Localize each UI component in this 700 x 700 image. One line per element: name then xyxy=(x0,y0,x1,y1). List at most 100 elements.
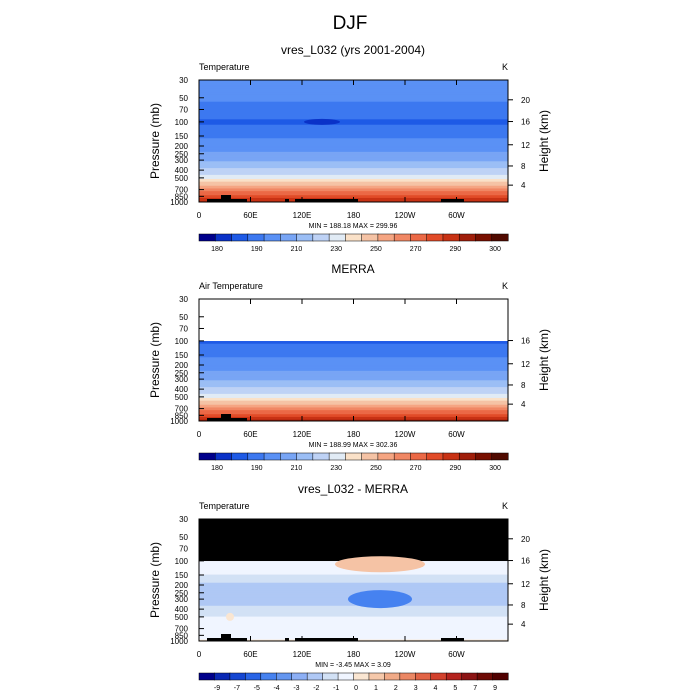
y2-tick-label: 12 xyxy=(521,580,530,589)
field-band xyxy=(199,195,508,198)
colorbar-swatch xyxy=(345,233,363,242)
field-band xyxy=(199,404,508,407)
y2-tick-label: 4 xyxy=(521,620,526,629)
x-tick-label: 60E xyxy=(243,650,257,659)
cold-core-blob xyxy=(304,118,340,125)
field-band xyxy=(199,376,508,379)
colorbar-label: -7 xyxy=(234,685,240,692)
field-band xyxy=(199,400,508,403)
colorbar-swatch xyxy=(476,672,494,681)
field-band xyxy=(199,571,508,574)
field-band xyxy=(199,411,508,414)
colorbar-label: -3 xyxy=(293,685,299,692)
y2-tick-label: 8 xyxy=(521,601,526,610)
y2-tick-label: 4 xyxy=(521,181,526,190)
y-tick-label: 200 xyxy=(175,581,189,590)
field-band xyxy=(199,378,508,381)
y2-axis-title: Height (km) xyxy=(537,110,551,172)
colorbar-swatch xyxy=(475,233,493,242)
y-tick-label: 1000 xyxy=(170,417,188,426)
field-band xyxy=(199,334,508,337)
field-band xyxy=(199,612,508,615)
field-band xyxy=(199,369,508,372)
field-band xyxy=(199,345,508,348)
terrain-block xyxy=(285,199,289,202)
field-band xyxy=(199,173,508,176)
field-band xyxy=(199,623,508,626)
field-band xyxy=(199,115,508,118)
field-band xyxy=(199,536,508,539)
field-band xyxy=(199,354,508,357)
panels: vres_L032 (yrs 2001-2004) Temperature K 0 60… xyxy=(148,43,551,692)
y2-tick-label: 8 xyxy=(521,162,526,171)
x-tick-label: 60E xyxy=(243,430,257,439)
field-band xyxy=(199,616,508,619)
y2-tick-label: 16 xyxy=(521,557,530,566)
y-tick-label: 30 xyxy=(179,515,188,524)
colorbar-swatch xyxy=(492,672,509,681)
colorbar-swatch xyxy=(458,452,477,461)
field-band xyxy=(199,113,508,116)
field-band xyxy=(199,181,508,184)
colorbar-swatch xyxy=(328,233,346,242)
colorbar-label: 270 xyxy=(410,246,422,253)
field-band xyxy=(199,525,508,528)
field-band xyxy=(199,130,508,133)
colorbar-swatch xyxy=(442,233,460,242)
x-tick-label: 180 xyxy=(347,650,361,659)
panel-left-label: Temperature xyxy=(199,501,250,511)
y2-tick-label: 20 xyxy=(521,96,530,105)
field-band xyxy=(199,108,508,111)
x-tick-label: 120W xyxy=(395,650,416,659)
field-band xyxy=(199,351,508,354)
field-band xyxy=(199,105,508,108)
field-band xyxy=(199,327,508,330)
field-band xyxy=(199,316,508,319)
colorbar-label: 1 xyxy=(374,685,378,692)
field-band xyxy=(199,154,508,157)
field-band xyxy=(199,335,508,338)
field-band xyxy=(199,626,508,629)
field-band xyxy=(199,150,508,153)
terrain-block xyxy=(295,199,358,202)
field-band xyxy=(199,617,508,620)
field-band xyxy=(199,88,508,91)
field-band xyxy=(199,158,508,161)
field-band xyxy=(199,303,508,306)
field-band xyxy=(199,628,508,631)
field-band xyxy=(199,141,508,143)
field-band xyxy=(199,533,508,536)
field-band xyxy=(199,343,508,346)
x-tick-label: 60W xyxy=(448,211,465,220)
y-tick-label: 50 xyxy=(179,533,188,542)
field-band xyxy=(199,162,508,165)
field-band xyxy=(199,372,508,375)
y-tick-label: 250 xyxy=(175,369,189,378)
colorbar-swatch xyxy=(198,452,216,461)
field-band xyxy=(199,309,508,312)
field-band xyxy=(199,126,508,129)
field-band xyxy=(199,319,508,322)
field-band xyxy=(199,407,508,410)
field-band xyxy=(199,615,508,618)
x-tick-label: 60W xyxy=(448,650,465,659)
colorbar-label: -4 xyxy=(273,685,279,692)
field-band xyxy=(199,311,508,314)
field-band xyxy=(199,101,508,104)
field-band xyxy=(199,157,508,160)
colorbar: -9 -7 -5 -4 -3 -2 -1 0 1 2 3 4 5 7 9 xyxy=(198,672,509,692)
colorbar-swatch xyxy=(231,233,249,242)
field-band xyxy=(199,146,508,149)
field-band xyxy=(199,112,508,115)
field-band xyxy=(199,330,508,333)
y-tick-label: 500 xyxy=(175,613,189,622)
field-band xyxy=(199,149,508,152)
colorbar-swatch xyxy=(247,233,265,242)
field-band xyxy=(199,627,508,630)
field-band xyxy=(199,347,508,350)
field-band xyxy=(199,619,508,622)
terrain-block xyxy=(221,414,231,421)
field-band xyxy=(199,323,508,326)
colorbar-label: 4 xyxy=(434,685,438,692)
field-band xyxy=(199,380,508,383)
